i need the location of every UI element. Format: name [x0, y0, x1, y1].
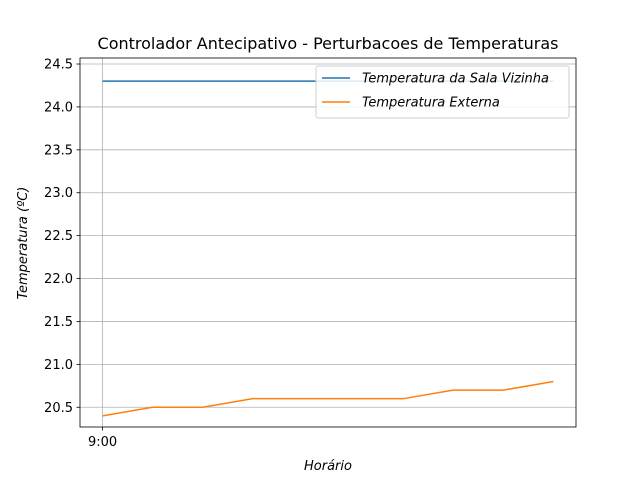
y-tick-label: 24.5 — [44, 58, 73, 73]
y-tick-label: 23.0 — [44, 186, 73, 201]
series-line-1 — [102, 380, 554, 417]
x-axis: 9:00 — [88, 427, 117, 450]
y-tick-label: 21.5 — [44, 315, 73, 330]
y-tick-label: 24.0 — [44, 100, 73, 115]
x-tick-label: 9:00 — [88, 435, 117, 450]
x-axis-label: Horário — [304, 459, 352, 474]
y-tick-label: 20.5 — [44, 401, 73, 416]
plot-area — [79, 57, 577, 428]
y-axis-label: Temperatura (ºC) — [16, 187, 31, 300]
y-tick-label: 22.5 — [44, 229, 73, 244]
legend: Temperatura da Sala Vizinha Temperatura E… — [315, 65, 570, 119]
grid — [80, 58, 576, 427]
series-lines — [102, 80, 554, 417]
y-tick-label: 22.0 — [44, 272, 73, 287]
legend-label: Temperatura da Sala Vizinha — [362, 72, 549, 87]
chart-title: Controlador Antecipativo - Perturbacoes … — [98, 34, 559, 53]
y-tick-label: 21.0 — [44, 358, 73, 373]
legend-box — [315, 65, 570, 119]
y-axis: 20.5 21.0 21.5 22.0 22.5 23.0 23.5 24.0 24.5 — [44, 58, 80, 416]
legend-label: Temperatura Externa — [362, 96, 500, 111]
y-tick-label: 23.5 — [44, 143, 73, 158]
